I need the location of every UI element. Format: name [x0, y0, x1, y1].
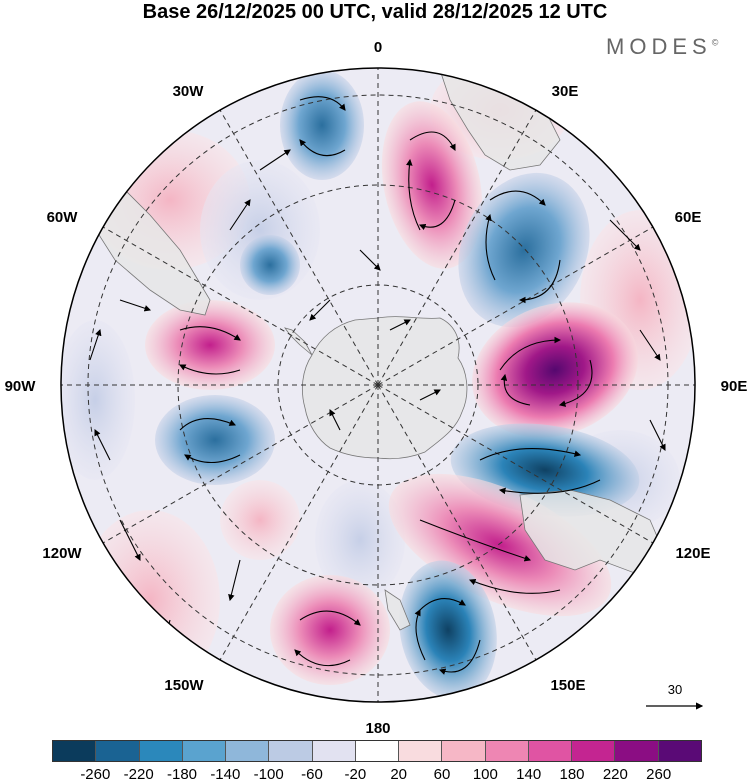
colorbar-tick-label: 20 — [390, 766, 407, 783]
brand-logo: MODES© — [606, 34, 718, 60]
colorbar — [52, 740, 702, 762]
lon-label-90w: 90W — [5, 378, 37, 395]
brand-text: MODES — [606, 34, 712, 59]
colorbar-tick-label: 60 — [433, 766, 451, 783]
colorbar-swatch — [355, 741, 400, 761]
colorbar-tick-label: -180 — [166, 766, 198, 783]
colorbar-swatch — [399, 741, 443, 761]
high-anomaly-15e — [381, 101, 483, 269]
reference-vector-value: 30 — [668, 682, 682, 697]
lon-label-180: 180 — [365, 720, 390, 737]
wind-vectors — [89, 96, 666, 675]
colorbar-swatch — [615, 741, 659, 761]
colorbar-tick-label: -140 — [210, 766, 241, 783]
colorbar-swatch — [96, 741, 140, 761]
high-anomaly-90e — [472, 302, 638, 438]
colorbar-tick-label: 100 — [472, 766, 498, 783]
brand-mark: © — [711, 37, 719, 48]
reference-vector: 30 — [646, 682, 704, 710]
colorbar-tick-label: 180 — [559, 766, 585, 783]
colorbar-swatch — [182, 741, 227, 761]
colorbar-swatch — [528, 741, 573, 761]
low-anomaly-100w — [155, 395, 275, 485]
colorbar-swatch — [485, 741, 529, 761]
graticule — [61, 68, 695, 702]
high-anomaly-130e — [388, 473, 612, 617]
lon-label-120e: 120E — [675, 545, 710, 562]
new-zealand-shape — [384, 589, 411, 631]
colorbar-tick-label: -260 — [80, 766, 111, 783]
lon-label-30e: 30E — [552, 83, 579, 100]
low-anomaly-160e — [399, 560, 497, 700]
high-anomaly-90w — [145, 300, 275, 390]
antarctica-shape — [301, 316, 468, 460]
lon-label-90e: 90E — [721, 378, 748, 395]
low-anomaly-30w — [280, 70, 364, 180]
high-anomaly-165w — [270, 575, 390, 685]
lon-label-30w: 30W — [173, 83, 205, 100]
colorbar-tick-label: 220 — [602, 766, 628, 783]
antarctic-peninsula-shape — [284, 327, 313, 356]
low-anomaly-50e — [458, 172, 590, 328]
colorbar-tick-label: 260 — [646, 766, 672, 783]
colorbar-swatch — [312, 741, 356, 761]
lon-label-0: 0 — [374, 39, 382, 56]
colorbar-labels: -260 -220 -180 -140 -100 -60 -20 20 60 100 140 180 2… — [0, 766, 750, 783]
colorbar-swatch — [53, 741, 97, 761]
colorbar-swatch — [658, 741, 701, 761]
colorbar-swatch — [139, 741, 183, 761]
lon-label-120w: 120W — [42, 545, 82, 562]
colorbar-swatch — [442, 741, 486, 761]
colorbar-swatch — [572, 741, 616, 761]
lon-label-150e: 150E — [550, 677, 585, 694]
colorbar-swatch — [269, 741, 313, 761]
colorbar-swatch — [226, 741, 270, 761]
colorbar-tick-label: 140 — [516, 766, 542, 783]
colorbar-tick-label: -20 — [344, 766, 367, 783]
map-boundary — [60, 67, 696, 703]
colorbar-tick-label: -220 — [123, 766, 154, 783]
lon-label-150w: 150W — [164, 677, 204, 694]
colorbar-tick-label: -60 — [301, 766, 323, 783]
colorbar-tick-label: -100 — [253, 766, 284, 783]
lon-label-60e: 60E — [675, 209, 702, 226]
figure-title: Base 26/12/2025 00 UTC, valid 28/12/2025… — [142, 1, 608, 23]
lon-label-60w: 60W — [47, 209, 79, 226]
